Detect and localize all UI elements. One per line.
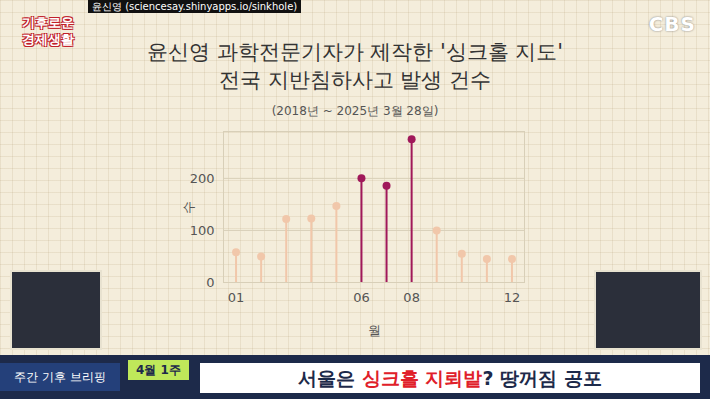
svg-text:12: 12	[504, 290, 521, 305]
html-text:주간 기후 브리핑: 주간 기후 브리핑	[14, 370, 106, 384]
svg-text:수: 수	[181, 201, 196, 214]
svg-text:0: 0	[206, 275, 214, 290]
html-text:서울은싱크홀 지뢰밭? 땅꺼짐 공포: 서울은싱크홀 지뢰밭? 땅꺼짐 공포	[298, 367, 602, 389]
html-text:4월 1주: 4월 1주	[136, 363, 181, 377]
html-text:경제생활: 경제생활	[22, 32, 74, 47]
html-text:CBS: CBS	[648, 12, 696, 36]
svg-text:06: 06	[353, 290, 370, 305]
html-text:(2018년 ~ 2025년 3월 28일): (2018년 ~ 2025년 3월 28일)	[271, 104, 439, 118]
html-text:윤신영 과학전문기자가 제작한 '싱크홀 지도' 전국 지반: 윤신영 과학전문기자가 제작한 '싱크홀 지도' 전국 지반침하사고 발생 건수	[146, 40, 564, 92]
svg-text:월: 월	[368, 323, 381, 338]
html-text:기후로운: 기후로운	[22, 15, 74, 30]
svg-text:100: 100	[190, 223, 215, 238]
svg-text:01: 01	[228, 290, 245, 305]
svg-text:08: 08	[403, 290, 420, 305]
svg-text:200: 200	[190, 171, 215, 186]
html-text:윤신영 (sciencesay.shinyapps.io/s: 윤신영 (sciencesay.shinyapps.io/sinkhole)	[92, 1, 298, 12]
